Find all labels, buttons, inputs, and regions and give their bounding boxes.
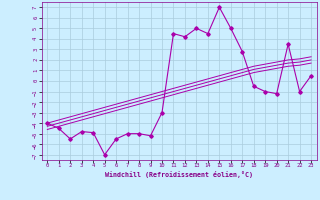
X-axis label: Windchill (Refroidissement éolien,°C): Windchill (Refroidissement éolien,°C) <box>105 171 253 178</box>
